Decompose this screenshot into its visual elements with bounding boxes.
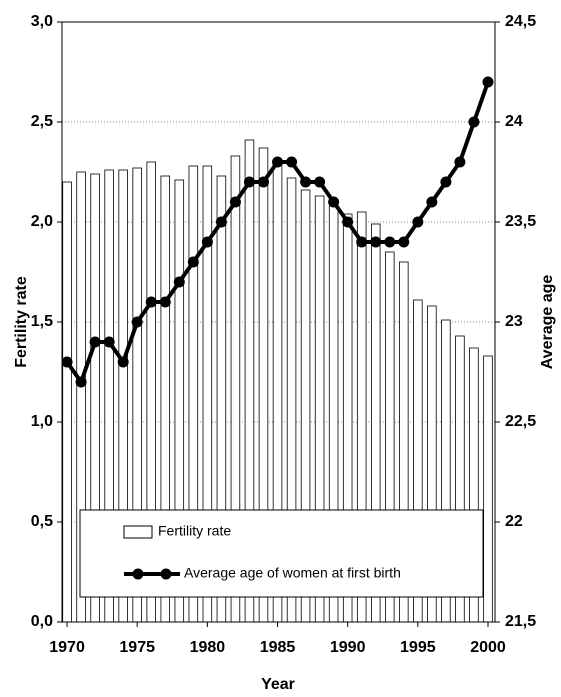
- y2-tick-label: 21,5: [505, 613, 536, 630]
- y2-tick-label: 24,5: [505, 13, 536, 30]
- line-marker: [356, 236, 368, 248]
- line-marker: [286, 156, 298, 168]
- x-tick-label: 1980: [190, 639, 226, 656]
- y-tick-label: 0,5: [31, 513, 53, 530]
- x-tick-label: 1990: [330, 639, 366, 656]
- x-axis-title: Year: [261, 676, 295, 693]
- x-tick-label: 1995: [400, 639, 436, 656]
- line-marker: [117, 356, 129, 368]
- line-marker: [342, 216, 354, 228]
- line-marker: [426, 196, 438, 208]
- y-tick-label: 1,5: [31, 313, 53, 330]
- x-tick-label: 1975: [119, 639, 155, 656]
- y-tick-label: 3,0: [31, 13, 53, 30]
- line-marker: [89, 336, 101, 348]
- bar: [483, 355, 493, 623]
- y-axis-title: Fertility rate: [13, 276, 30, 368]
- y2-tick-label: 23: [505, 313, 523, 330]
- line-marker: [173, 276, 185, 288]
- legend-label: Fertility rate: [158, 523, 231, 539]
- line-marker: [468, 116, 480, 128]
- line-marker: [145, 296, 157, 308]
- line-marker: [272, 156, 284, 168]
- y-tick-label: 1,0: [31, 413, 53, 430]
- x-tick-label: 2000: [470, 639, 506, 656]
- line-marker: [159, 296, 171, 308]
- y2-tick-label: 24: [505, 113, 523, 130]
- legend-swatch: [123, 525, 153, 539]
- line-marker: [201, 236, 213, 248]
- legend-marker: [132, 568, 144, 580]
- y2-tick-label: 22,5: [505, 413, 536, 430]
- line-marker: [103, 336, 115, 348]
- line-marker: [314, 176, 326, 188]
- line-marker: [384, 236, 396, 248]
- x-tick-label: 1985: [260, 639, 296, 656]
- legend-marker: [160, 568, 172, 580]
- line-marker: [61, 356, 73, 368]
- x-tick-label: 1970: [49, 639, 85, 656]
- line-marker: [482, 76, 494, 88]
- line-marker: [440, 176, 452, 188]
- legend-box: [79, 509, 484, 598]
- line-marker: [215, 216, 227, 228]
- line-marker: [131, 316, 143, 328]
- line-marker: [328, 196, 340, 208]
- y-tick-label: 0,0: [31, 613, 53, 630]
- line-marker: [398, 236, 410, 248]
- line-marker: [243, 176, 255, 188]
- line-marker: [412, 216, 424, 228]
- line-marker: [75, 376, 87, 388]
- y2-tick-label: 23,5: [505, 213, 536, 230]
- y2-tick-label: 22: [505, 513, 523, 530]
- legend-label: Average age of women at first birth: [184, 565, 401, 581]
- plot-frame: [61, 21, 496, 623]
- line-marker: [187, 256, 199, 268]
- line-marker: [300, 176, 312, 188]
- y-tick-label: 2,5: [31, 113, 53, 130]
- line-marker: [454, 156, 466, 168]
- y-tick-label: 2,0: [31, 213, 53, 230]
- y2-axis-title: Average age: [539, 275, 556, 370]
- line-marker: [370, 236, 382, 248]
- line-marker: [257, 176, 269, 188]
- line-marker: [229, 196, 241, 208]
- bar: [62, 181, 72, 623]
